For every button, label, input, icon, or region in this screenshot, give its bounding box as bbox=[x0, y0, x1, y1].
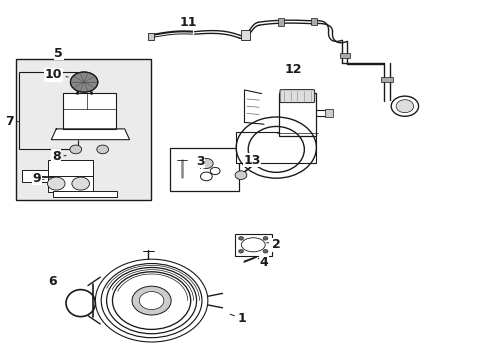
Bar bbox=[16, 59, 150, 200]
Text: 7: 7 bbox=[5, 115, 19, 128]
Bar bbox=[310, 18, 316, 25]
Text: 4: 4 bbox=[258, 256, 268, 269]
Text: 8: 8 bbox=[52, 150, 66, 163]
Bar bbox=[48, 176, 93, 192]
Circle shape bbox=[199, 158, 213, 168]
Bar bbox=[277, 18, 283, 26]
Circle shape bbox=[72, 177, 89, 190]
Circle shape bbox=[238, 237, 243, 240]
Bar bbox=[325, 109, 332, 117]
FancyBboxPatch shape bbox=[279, 90, 314, 103]
Text: 1: 1 bbox=[229, 312, 246, 325]
Text: 10: 10 bbox=[45, 68, 68, 81]
Circle shape bbox=[263, 237, 267, 240]
Text: 3: 3 bbox=[196, 155, 204, 168]
Text: 9: 9 bbox=[32, 172, 46, 185]
Bar bbox=[240, 30, 250, 40]
Text: 13: 13 bbox=[243, 154, 260, 167]
Bar bbox=[147, 33, 154, 40]
Circle shape bbox=[263, 249, 267, 253]
Bar bbox=[381, 77, 392, 82]
Circle shape bbox=[395, 100, 413, 113]
Text: 5: 5 bbox=[54, 47, 63, 60]
Polygon shape bbox=[51, 129, 129, 140]
Text: 12: 12 bbox=[284, 63, 302, 76]
Text: 6: 6 bbox=[48, 275, 57, 288]
Bar bbox=[170, 148, 238, 191]
Bar bbox=[48, 160, 93, 176]
Circle shape bbox=[97, 145, 108, 154]
Bar bbox=[339, 53, 349, 58]
Circle shape bbox=[70, 145, 81, 154]
Bar bbox=[62, 93, 116, 129]
Text: 2: 2 bbox=[266, 238, 280, 251]
Bar bbox=[22, 170, 48, 182]
Circle shape bbox=[132, 286, 171, 315]
Bar bbox=[278, 93, 315, 136]
Text: 11: 11 bbox=[179, 16, 197, 29]
Bar bbox=[235, 234, 271, 256]
Bar bbox=[53, 191, 117, 197]
Circle shape bbox=[235, 171, 246, 179]
Bar bbox=[19, 72, 78, 149]
Circle shape bbox=[70, 72, 98, 92]
Circle shape bbox=[238, 249, 243, 253]
Circle shape bbox=[47, 177, 65, 190]
Bar bbox=[236, 132, 316, 163]
Circle shape bbox=[95, 259, 207, 342]
Circle shape bbox=[139, 292, 163, 310]
